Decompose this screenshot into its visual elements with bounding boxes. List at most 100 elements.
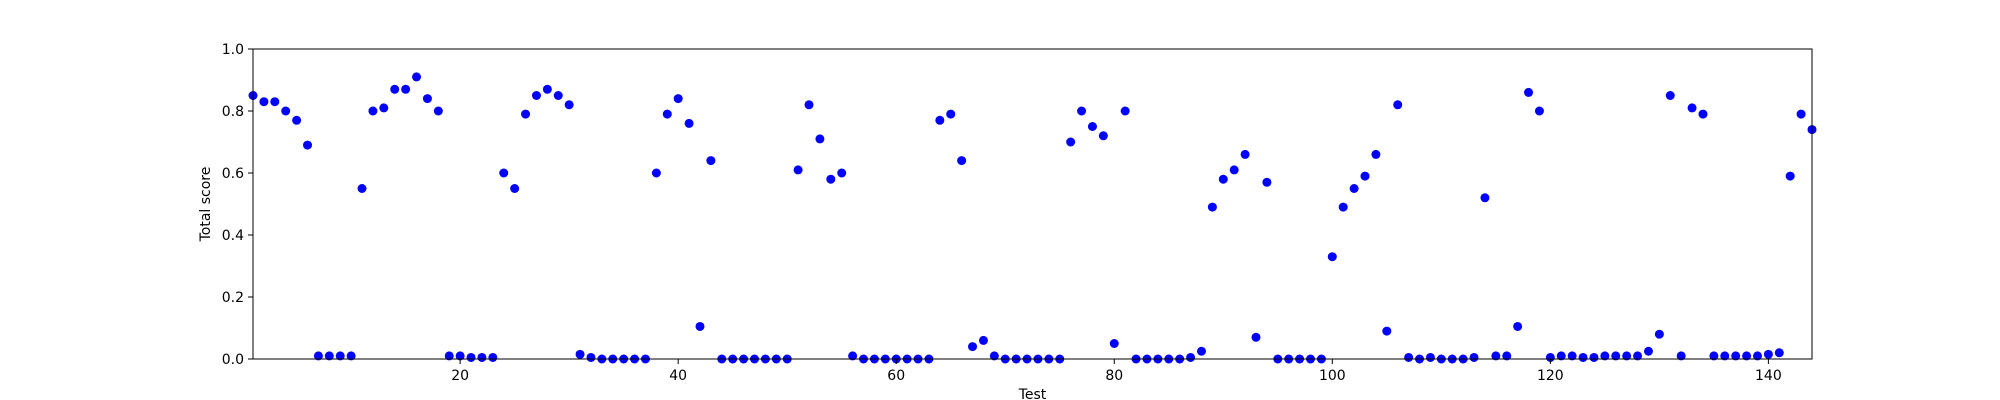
data-point [1502,351,1512,361]
data-point [499,168,509,178]
data-point [662,109,672,119]
data-point [1622,351,1632,361]
data-point [586,352,596,362]
data-point [1186,352,1196,362]
data-point [1098,131,1108,141]
data-point [978,335,988,345]
data-point [1589,352,1599,362]
data-point [346,351,356,361]
data-point [1720,351,1730,361]
data-point [1513,321,1523,331]
data-point [455,351,465,361]
data-point [815,134,825,144]
y-tick-label: 0.8 [222,104,244,120]
data-point [684,118,694,128]
data-point [957,156,967,166]
data-point [1196,346,1206,356]
y-tick-label: 0.6 [222,166,244,182]
data-point [1731,351,1741,361]
y-tick-label: 0.4 [222,228,244,244]
data-point [1654,329,1664,339]
plot-frame [252,48,1813,360]
data-point [1327,252,1337,262]
data-point [706,156,716,166]
data-point [1665,91,1675,100]
data-point [695,321,705,331]
data-point [1785,171,1795,181]
data-point [303,140,313,150]
x-tick-label: 120 [1537,368,1564,384]
data-point [259,97,269,107]
data-point [422,94,432,104]
data-point [1218,174,1228,184]
data-point [1360,171,1370,181]
data-point [1066,137,1076,147]
data-point [1404,352,1414,362]
data-point [1676,351,1686,361]
data-point [444,351,454,361]
data-point [1262,177,1272,187]
data-point [1600,351,1610,361]
data-point [1524,87,1534,97]
data-point [313,351,323,361]
x-axis-label: Test [1018,387,1047,400]
data-point [1349,184,1359,193]
data-point [1752,351,1762,361]
data-point [837,168,847,178]
x-tick-label: 20 [451,368,469,384]
data-point [1567,351,1577,361]
data-point [804,100,814,110]
data-point [946,109,956,119]
x-axis: 20 40 60 80 100 120 140 [451,359,1782,384]
data-point [1534,106,1544,116]
data-point [1229,165,1239,175]
data-point [357,184,367,193]
data-point [1469,352,1479,362]
data-point [335,351,345,361]
data-point [1240,149,1250,159]
data-point [1087,122,1097,131]
data-point [1425,352,1435,362]
data-point [1774,348,1784,358]
data-point [1742,351,1752,361]
data-point [1633,351,1643,361]
data-point [477,352,487,362]
data-points [248,72,1817,364]
data-point [575,349,585,359]
x-tick-label: 60 [887,368,905,384]
x-tick-label: 100 [1319,368,1346,384]
x-tick-label: 40 [669,368,687,384]
y-tick-label: 0.2 [222,290,244,306]
data-point [324,351,334,361]
data-point [542,84,552,94]
data-point [989,351,999,361]
data-point [553,91,563,100]
data-point [1611,351,1621,361]
data-point [379,103,389,113]
data-point [1709,351,1719,361]
data-point [1556,351,1566,361]
data-point [1371,149,1381,159]
data-point [1578,352,1588,362]
data-point [1643,346,1653,356]
data-point [793,165,803,175]
data-point [1491,351,1501,361]
data-point [1382,326,1392,336]
data-point [281,106,291,116]
data-point [673,94,683,104]
data-point [1480,193,1490,203]
data-point [968,342,978,352]
data-point [848,351,858,361]
data-point [1251,332,1261,342]
data-point [531,91,541,100]
data-point [292,115,302,125]
data-point [1207,202,1217,212]
data-point [826,174,836,184]
data-point [1393,100,1403,110]
y-axis: 0.0 0.2 0.4 0.6 0.8 1.0 [222,42,253,368]
data-point [1763,349,1773,359]
data-point [466,352,476,362]
data-point [1338,202,1348,212]
y-tick-label: 1.0 [222,42,244,58]
